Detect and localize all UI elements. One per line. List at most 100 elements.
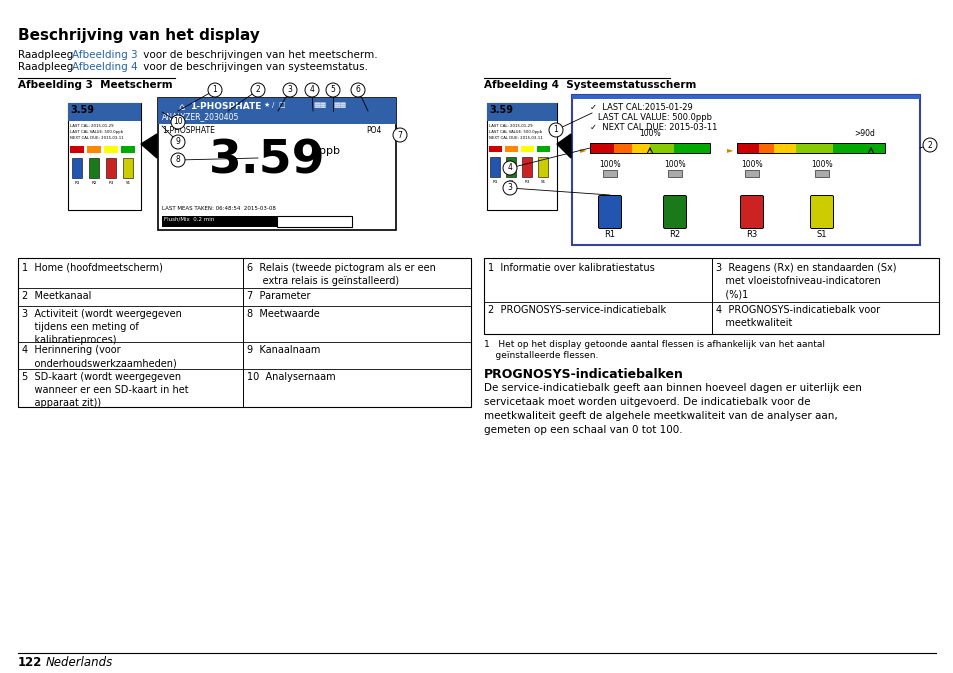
Circle shape (171, 135, 185, 149)
Text: 2  PROGNOSYS-service-indicatiebalk: 2 PROGNOSYS-service-indicatiebalk (488, 305, 665, 315)
Text: 4  Herinnering (voor
    onderhoudswerkzaamheden): 4 Herinnering (voor onderhoudswerkzaamhe… (22, 345, 176, 368)
Text: Nederlands: Nederlands (46, 656, 113, 669)
FancyBboxPatch shape (104, 146, 118, 153)
FancyBboxPatch shape (89, 158, 99, 178)
FancyBboxPatch shape (832, 143, 884, 153)
Text: 10: 10 (173, 118, 183, 127)
Text: LAST CAL VALUE: 500.0ppb: LAST CAL VALUE: 500.0ppb (589, 113, 711, 122)
Text: 8  Meetwaarde: 8 Meetwaarde (247, 309, 319, 319)
Text: geïnstalleerde flessen.: geïnstalleerde flessen. (483, 351, 598, 360)
FancyBboxPatch shape (18, 258, 471, 407)
Text: Afbeelding 3: Afbeelding 3 (71, 50, 137, 60)
Circle shape (351, 83, 365, 97)
Text: R1: R1 (492, 180, 497, 184)
Text: 9: 9 (175, 137, 180, 147)
Text: 3.59: 3.59 (489, 105, 513, 115)
Circle shape (305, 83, 318, 97)
Text: 6  Relais (tweede pictogram als er een
     extra relais is geïnstalleerd): 6 Relais (tweede pictogram als er een ex… (247, 263, 436, 286)
Circle shape (283, 83, 296, 97)
Circle shape (208, 83, 222, 97)
FancyBboxPatch shape (537, 146, 550, 152)
FancyBboxPatch shape (667, 170, 681, 177)
Text: 1: 1 (553, 125, 558, 135)
Text: Flush/Mix  0.2 min: Flush/Mix 0.2 min (164, 217, 214, 222)
FancyBboxPatch shape (662, 195, 686, 229)
Circle shape (502, 181, 517, 195)
Circle shape (171, 153, 185, 167)
Text: 5: 5 (331, 85, 335, 94)
Text: /: / (272, 102, 274, 108)
Text: 100%: 100% (810, 160, 832, 169)
Text: LAST MEAS TAKEN: 06:48:54  2015-03-08: LAST MEAS TAKEN: 06:48:54 2015-03-08 (162, 206, 275, 211)
Text: 6: 6 (355, 85, 360, 94)
FancyBboxPatch shape (796, 143, 832, 153)
Text: 8: 8 (175, 155, 180, 164)
Text: 7: 7 (397, 131, 402, 139)
Text: 10  Analysernaam: 10 Analysernaam (247, 372, 335, 382)
FancyBboxPatch shape (537, 157, 547, 177)
Text: R2: R2 (669, 230, 679, 239)
FancyBboxPatch shape (70, 146, 84, 153)
FancyBboxPatch shape (744, 170, 759, 177)
Text: R1: R1 (604, 230, 615, 239)
FancyBboxPatch shape (631, 143, 649, 153)
Text: □: □ (277, 102, 284, 108)
Text: ppb: ppb (318, 146, 339, 156)
Text: ✓  NEXT CAL DUE: 2015-03-11: ✓ NEXT CAL DUE: 2015-03-11 (589, 123, 717, 132)
Text: ✓  LAST CAL:2015-01-29: ✓ LAST CAL:2015-01-29 (589, 103, 692, 112)
FancyBboxPatch shape (71, 158, 82, 178)
FancyBboxPatch shape (276, 216, 352, 227)
Text: 4  PROGNOSYS-indicatiebalk voor
   meetkwaliteit: 4 PROGNOSYS-indicatiebalk voor meetkwali… (716, 305, 880, 328)
Text: 3  Reagens (Rx) en standaarden (Sx)
   met vloeistofniveau-indicatoren
   (%)1: 3 Reagens (Rx) en standaarden (Sx) met v… (716, 263, 896, 299)
FancyBboxPatch shape (602, 170, 617, 177)
Polygon shape (141, 134, 157, 158)
FancyBboxPatch shape (810, 195, 833, 229)
Text: 122: 122 (18, 656, 42, 669)
Text: voor de beschrijvingen van systeemstatus.: voor de beschrijvingen van systeemstatus… (140, 62, 368, 72)
Text: 1-PHOSPHATE: 1-PHOSPHATE (162, 126, 214, 135)
Text: ⌂: ⌂ (178, 102, 184, 112)
FancyBboxPatch shape (121, 146, 135, 153)
Text: 9  Kanaalnaam: 9 Kanaalnaam (247, 345, 320, 355)
Circle shape (923, 138, 936, 152)
Text: NEXT CAL DUE: 2015-03-11: NEXT CAL DUE: 2015-03-11 (489, 136, 542, 140)
Circle shape (393, 128, 407, 142)
Text: PO4: PO4 (366, 126, 381, 135)
FancyBboxPatch shape (68, 103, 141, 121)
Text: 3.59: 3.59 (209, 138, 325, 183)
FancyBboxPatch shape (486, 103, 557, 210)
Text: 3.59: 3.59 (70, 105, 94, 115)
Text: ►: ► (726, 145, 733, 154)
Text: Raadpleeg: Raadpleeg (18, 50, 76, 60)
Text: De service-indicatiebalk geeft aan binnen hoeveel dagen er uiterlijk een
service: De service-indicatiebalk geeft aan binne… (483, 383, 861, 435)
FancyBboxPatch shape (759, 143, 773, 153)
Text: 1: 1 (213, 85, 217, 94)
Text: R3: R3 (745, 230, 757, 239)
Text: 2: 2 (926, 141, 931, 149)
Text: R2: R2 (508, 180, 514, 184)
Text: LAST CAL: 2015-01-29: LAST CAL: 2015-01-29 (70, 124, 113, 128)
Text: ►: ► (579, 145, 586, 154)
FancyBboxPatch shape (737, 143, 759, 153)
Text: Afbeelding 4: Afbeelding 4 (71, 62, 137, 72)
Text: 100%: 100% (740, 160, 762, 169)
FancyBboxPatch shape (520, 146, 534, 152)
FancyBboxPatch shape (87, 146, 101, 153)
FancyBboxPatch shape (106, 158, 116, 178)
Text: ★: ★ (264, 102, 270, 108)
Text: NEXT CAL DUE: 2015-03-11: NEXT CAL DUE: 2015-03-11 (70, 136, 124, 140)
FancyBboxPatch shape (486, 103, 557, 121)
Circle shape (548, 123, 562, 137)
Text: R3: R3 (524, 180, 529, 184)
Text: 3: 3 (287, 85, 293, 94)
FancyBboxPatch shape (673, 143, 709, 153)
Text: 100%: 100% (663, 160, 685, 169)
FancyBboxPatch shape (589, 143, 614, 153)
Polygon shape (557, 134, 571, 158)
FancyBboxPatch shape (740, 195, 762, 229)
Text: R2: R2 (91, 181, 96, 185)
FancyBboxPatch shape (572, 95, 919, 99)
FancyBboxPatch shape (489, 146, 501, 152)
Text: 100%: 100% (598, 160, 620, 169)
FancyBboxPatch shape (649, 143, 673, 153)
